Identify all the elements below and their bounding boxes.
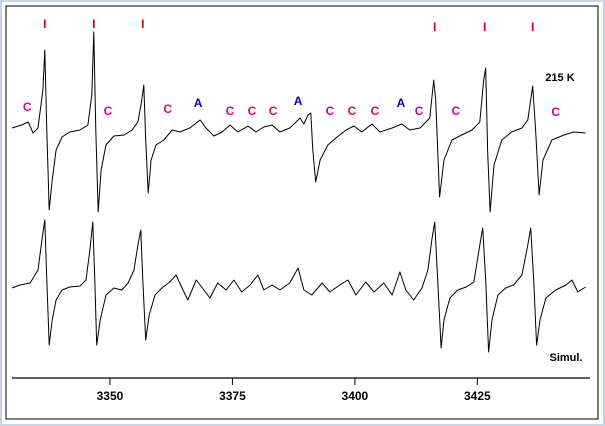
peak-annotation: C — [348, 104, 357, 118]
peak-annotation: C — [104, 104, 113, 118]
peak-annotation: C — [163, 102, 172, 116]
peak-annotation: C — [248, 104, 257, 118]
series-label: Simul. — [549, 352, 582, 364]
peak-annotation: A — [397, 96, 406, 110]
peak-annotation: C — [226, 104, 235, 118]
x-tick-label: 3400 — [342, 389, 369, 403]
peak-annotation: C — [269, 104, 278, 118]
peak-annotation: C — [371, 104, 380, 118]
peak-annotation: C — [451, 104, 460, 118]
peak-annotation: C — [551, 105, 560, 119]
x-tick-label: 3425 — [464, 389, 491, 403]
peak-annotation: I — [483, 20, 486, 34]
peak-annotation: I — [92, 17, 95, 31]
peak-annotation: A — [294, 94, 303, 108]
x-tick-label: 3350 — [97, 389, 124, 403]
peak-annotation: I — [43, 17, 46, 31]
spectrum-line — [11, 219, 586, 353]
peak-annotation: A — [194, 96, 203, 110]
peak-annotation: I — [141, 17, 144, 31]
peak-annotation: C — [415, 104, 424, 118]
x-tick-label: 3375 — [219, 389, 246, 403]
series-label: 215 K — [545, 72, 574, 84]
peak-annotation: C — [23, 100, 32, 114]
peak-annotation: I — [531, 20, 534, 34]
plot-frame — [5, 5, 599, 420]
spectrum-line — [11, 31, 586, 213]
peak-annotation: C — [326, 104, 335, 118]
peak-annotation: I — [433, 20, 436, 34]
